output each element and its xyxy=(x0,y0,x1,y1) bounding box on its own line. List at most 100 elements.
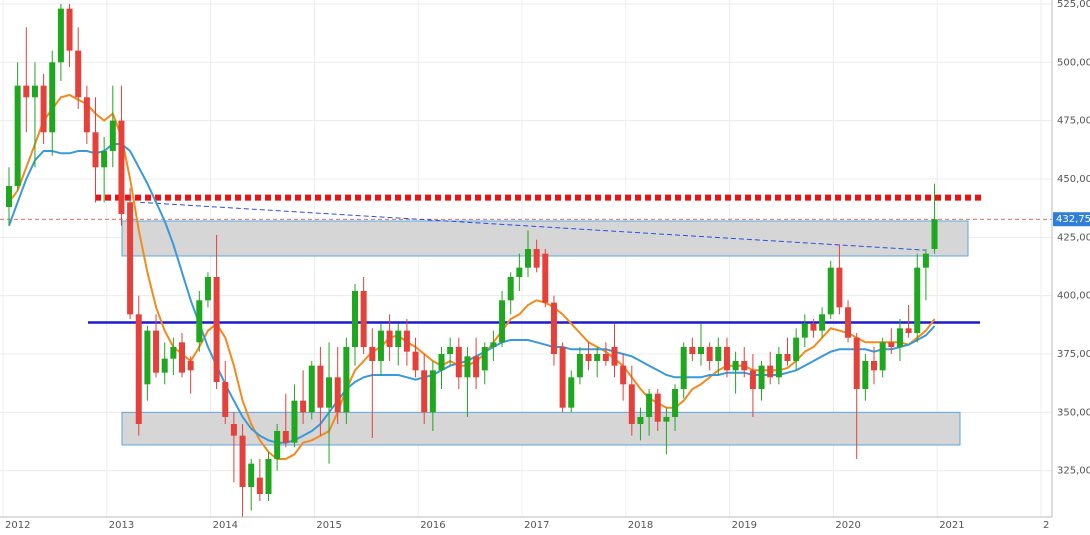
candle-body xyxy=(40,85,47,133)
y-tick-label: 375,00 xyxy=(1057,349,1090,360)
candle-body xyxy=(377,330,384,361)
candle-body xyxy=(594,353,601,361)
candle-body xyxy=(248,463,255,487)
x-tick-label: 2021 xyxy=(939,520,964,531)
candle-body xyxy=(57,8,64,63)
candle-body xyxy=(611,346,618,366)
candle-body xyxy=(369,346,376,361)
candle-body xyxy=(845,307,852,338)
candle-body xyxy=(741,360,748,371)
candle-body xyxy=(49,62,56,133)
candle-body xyxy=(628,384,635,424)
candle-body xyxy=(282,430,289,443)
candle-body xyxy=(75,50,82,98)
candle-body xyxy=(455,346,462,378)
candle-body xyxy=(905,328,912,333)
candle-body xyxy=(672,388,679,417)
x-tick-label: 2015 xyxy=(316,520,341,531)
x-tick-label: 2017 xyxy=(524,520,549,531)
candle-body xyxy=(179,342,185,373)
candle-body xyxy=(749,370,756,389)
y-tick-label: 475,00 xyxy=(1057,116,1090,127)
candle-body xyxy=(6,185,12,207)
candle-body xyxy=(464,356,471,378)
candle-body xyxy=(23,85,30,98)
candle-body xyxy=(914,267,921,333)
candle-body xyxy=(83,97,90,133)
candle-body xyxy=(723,346,730,371)
y-tick-label: 525,00 xyxy=(1057,0,1090,10)
zone xyxy=(121,411,961,446)
candle-body xyxy=(213,276,220,382)
candle-body xyxy=(507,276,514,301)
candle-body xyxy=(836,267,843,308)
candle-body xyxy=(896,328,903,347)
candle-body xyxy=(827,267,834,315)
candle-body xyxy=(862,360,869,389)
candle-body xyxy=(775,353,782,378)
candle-body xyxy=(308,365,315,413)
trendline xyxy=(139,201,926,251)
candle-body xyxy=(447,346,454,354)
candle-body xyxy=(326,377,333,408)
candle-body xyxy=(334,377,341,413)
candle-body xyxy=(144,330,151,385)
candle-body xyxy=(516,267,523,277)
candle-body xyxy=(360,290,367,347)
candle-body xyxy=(274,430,281,459)
candle-body xyxy=(810,323,817,331)
candle-body xyxy=(767,365,774,378)
candle-body xyxy=(66,8,73,51)
candle-body xyxy=(490,342,497,347)
y-tick-label: 450,00 xyxy=(1057,174,1090,185)
candle-body xyxy=(525,248,531,268)
candle-body xyxy=(161,358,168,373)
candle-body xyxy=(256,477,263,494)
candle-body xyxy=(222,381,229,417)
candle-body xyxy=(689,346,696,354)
candle-body xyxy=(118,120,125,214)
plot-area xyxy=(0,0,1052,517)
y-tick-label: 500,00 xyxy=(1057,57,1090,68)
candle-body xyxy=(732,360,739,371)
candle-body xyxy=(853,337,860,389)
candle-body xyxy=(352,290,358,347)
candle-body xyxy=(403,330,410,352)
candle-body xyxy=(568,377,575,408)
candle-body xyxy=(542,253,549,303)
candle-body xyxy=(602,353,609,361)
candle-body xyxy=(879,342,886,371)
candle-body xyxy=(473,356,480,378)
candle-body xyxy=(92,132,99,168)
x-tick-label: 2014 xyxy=(213,520,238,531)
candle-body xyxy=(663,416,670,422)
candle-body xyxy=(559,346,566,408)
candle-body xyxy=(888,342,895,347)
candle-body xyxy=(715,346,722,361)
candle-body xyxy=(109,120,116,151)
candle-body xyxy=(698,346,704,354)
candle-body xyxy=(585,353,592,361)
candle-body xyxy=(654,393,661,422)
candle-body xyxy=(343,346,350,413)
candle-body xyxy=(395,330,402,347)
candle-body xyxy=(620,365,627,385)
candle-body xyxy=(499,300,506,343)
candle-body xyxy=(135,314,142,424)
last-price-label: 432,75 xyxy=(1056,214,1090,225)
x-tick-label: 2016 xyxy=(420,520,445,531)
candle-body xyxy=(819,314,826,331)
candle-body xyxy=(438,353,445,371)
candle-body xyxy=(481,346,488,371)
candle-body xyxy=(931,219,938,249)
candle-body xyxy=(204,276,211,301)
x-tick-label: 2020 xyxy=(835,520,860,531)
x-tick-label: 2013 xyxy=(109,520,134,531)
candle-body xyxy=(871,360,877,371)
candle-body xyxy=(421,370,428,413)
candle-body xyxy=(412,351,419,371)
candle-body xyxy=(317,365,324,408)
candle-body xyxy=(637,416,644,424)
candle-body xyxy=(922,253,929,268)
candle-body xyxy=(170,346,177,359)
